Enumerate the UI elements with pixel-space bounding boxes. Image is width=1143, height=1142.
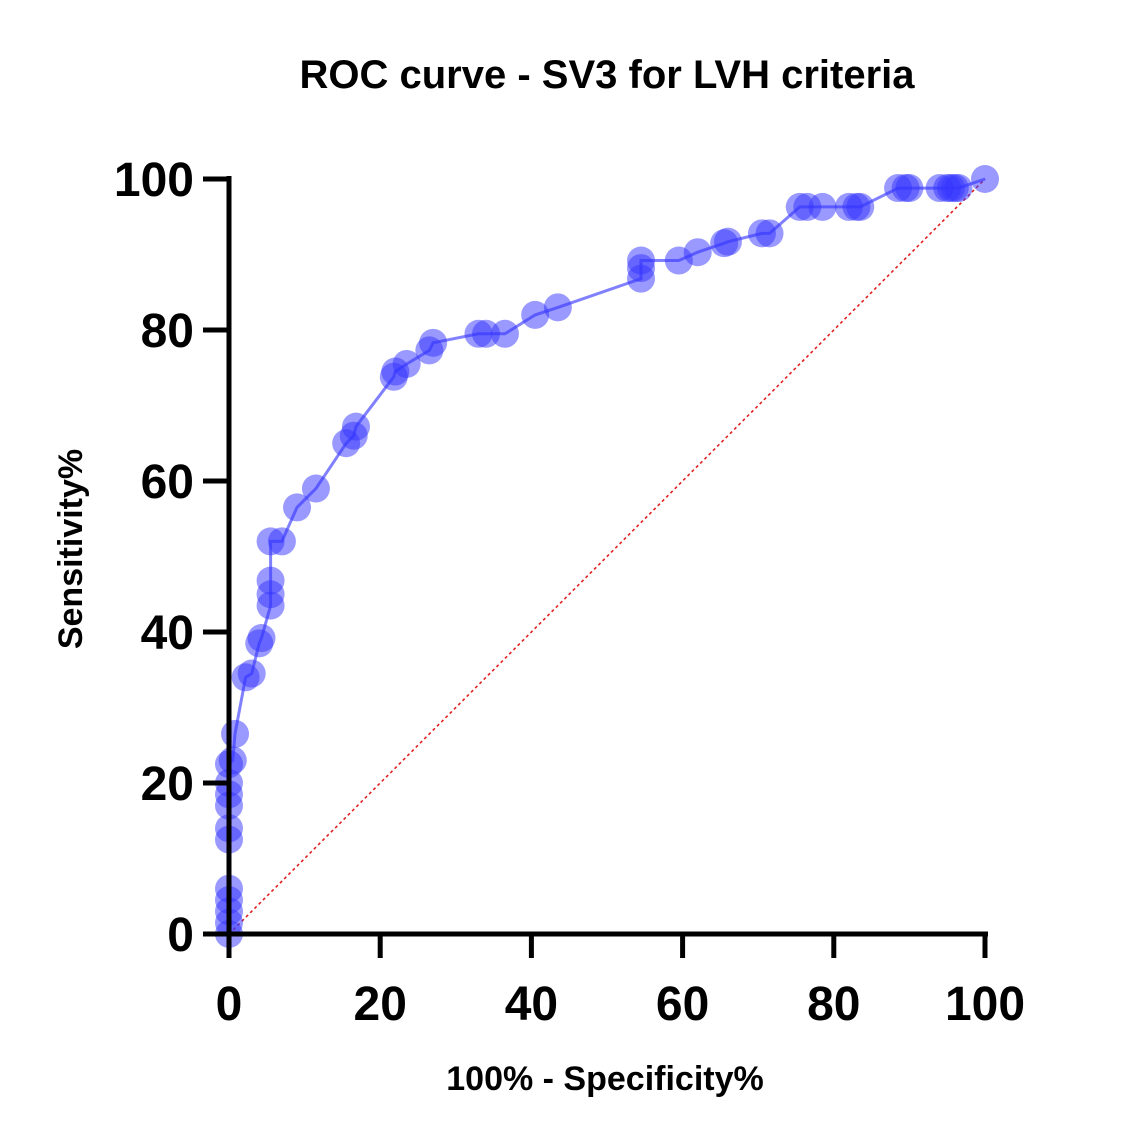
roc-point	[247, 624, 276, 653]
roc-point	[543, 293, 572, 322]
roc-point	[392, 349, 421, 378]
roc-point	[808, 192, 837, 221]
x-tick-label: 40	[505, 978, 558, 1031]
roc-point	[218, 746, 247, 775]
roc-point	[342, 412, 371, 441]
roc-point	[944, 174, 973, 203]
reference-diagonal-line	[228, 178, 986, 935]
roc-point	[895, 174, 924, 203]
roc-point	[713, 227, 742, 256]
roc-point	[971, 165, 999, 193]
x-axis-title: 100% - Specificity%	[446, 1060, 763, 1098]
y-axis-ticks: 0 20 40 60 80 100	[114, 154, 229, 962]
roc-point	[221, 719, 250, 748]
roc-point	[755, 219, 784, 248]
chart-title: ROC curve - SV3 for LVH criteria	[300, 53, 916, 97]
x-tick-label: 100	[945, 978, 1025, 1031]
roc-point	[490, 319, 519, 348]
roc-point	[301, 474, 330, 503]
y-tick-label: 100	[114, 154, 194, 207]
plot-area	[215, 165, 999, 948]
x-tick-label: 20	[354, 978, 407, 1031]
x-tick-label: 60	[656, 978, 709, 1031]
roc-point	[267, 527, 296, 556]
roc-point	[627, 246, 656, 275]
roc-point	[283, 493, 312, 522]
y-tick-label: 80	[141, 305, 194, 358]
y-tick-label: 40	[141, 607, 194, 660]
roc-point	[846, 192, 875, 221]
roc-point	[256, 566, 285, 595]
y-tick-label: 0	[167, 909, 194, 962]
roc-point	[521, 300, 550, 329]
x-tick-label: 80	[807, 978, 860, 1031]
y-tick-label: 20	[141, 758, 194, 811]
roc-point	[419, 328, 448, 357]
roc-point	[237, 659, 266, 688]
y-tick-label: 60	[141, 456, 194, 509]
roc-point	[683, 238, 712, 267]
y-axis-title: Sensitivity%	[52, 449, 90, 649]
x-tick-label: 0	[216, 978, 243, 1031]
x-axis-ticks: 0 20 40 60 80 100	[216, 934, 1025, 1031]
